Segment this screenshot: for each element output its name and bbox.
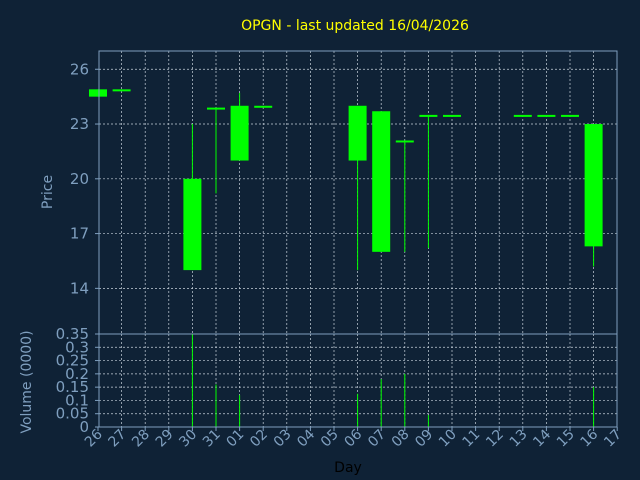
candle-30 xyxy=(183,124,202,271)
candle-09 xyxy=(419,114,438,249)
candle-body xyxy=(513,114,532,117)
candle-31 xyxy=(207,107,225,194)
candle-body xyxy=(207,107,225,110)
candle-15 xyxy=(561,114,579,117)
x-tick-label: 14 xyxy=(530,426,554,450)
price-tick-label: 26 xyxy=(70,60,89,78)
candle-body xyxy=(254,105,273,108)
price-panel: 14 17 20 23 26 xyxy=(70,50,618,427)
x-tick-label: 29 xyxy=(153,427,177,451)
volume-tick-label: 0.35 xyxy=(56,325,89,343)
candle-body xyxy=(395,140,414,143)
x-tick-label: 27 xyxy=(106,427,130,451)
x-tick-label: 05 xyxy=(318,427,342,451)
x-axis: 26 27 28 29 30 31 01 02 03 04 05 06 07 08 09 10 11 12 13 14… xyxy=(82,426,625,450)
x-tick-label: 30 xyxy=(176,427,200,451)
candle-06 xyxy=(348,105,367,271)
volume-panel: 00.050.10.150.20.250.30.35 xyxy=(56,325,618,436)
x-tick-label: 07 xyxy=(365,427,389,451)
x-axis-label: Day xyxy=(334,460,362,476)
x-tick-label: 09 xyxy=(412,427,436,451)
volume-tick-label: 0.2 xyxy=(65,365,89,383)
volume-tick-label: 0.15 xyxy=(56,378,89,396)
x-tick-label: 03 xyxy=(271,427,295,451)
x-tick-label: 06 xyxy=(342,426,366,450)
chart-title: OPGN - last updated 16/04/2026 xyxy=(241,18,469,34)
x-tick-label: 08 xyxy=(389,427,413,451)
candle-27 xyxy=(112,89,131,92)
x-tick-label: 01 xyxy=(224,427,248,451)
volume-tick-label: 0.1 xyxy=(65,391,89,409)
candle-14 xyxy=(537,114,556,117)
price-axis-label: Price xyxy=(40,175,56,209)
x-tick-label: 17 xyxy=(601,427,625,451)
x-tick-label: 10 xyxy=(436,427,460,451)
candle-07 xyxy=(372,111,391,252)
candle-10 xyxy=(443,114,461,117)
x-tick-label: 04 xyxy=(294,426,318,450)
candle-body xyxy=(230,105,249,161)
x-tick-label: 13 xyxy=(507,427,531,451)
volume-tick-label: 0.25 xyxy=(56,352,89,370)
candle-body xyxy=(561,114,579,117)
volume-tick-label: 0.05 xyxy=(56,405,89,423)
price-tick-label: 17 xyxy=(70,225,89,243)
candle-13 xyxy=(513,114,532,117)
x-tick-label: 12 xyxy=(483,427,507,451)
candle-body xyxy=(112,89,131,92)
x-tick-label: 11 xyxy=(460,427,484,451)
candle-02 xyxy=(254,105,273,108)
candle-26 xyxy=(89,89,107,97)
x-tick-label: 16 xyxy=(578,426,602,450)
candle-body xyxy=(89,89,107,97)
candle-body xyxy=(372,111,391,252)
candle-body xyxy=(537,114,556,117)
candle-body xyxy=(443,114,461,117)
candle-body xyxy=(419,114,438,117)
volume-axis-label: Volume (0000) xyxy=(19,330,35,433)
volume-tick-label: 0 xyxy=(79,418,89,436)
candle-body xyxy=(183,178,202,271)
candle-01 xyxy=(230,92,249,161)
price-tick-label: 14 xyxy=(70,279,89,297)
volume-tick-label: 0.3 xyxy=(65,338,89,356)
price-tick-label: 20 xyxy=(70,170,89,188)
candle-16 xyxy=(584,124,603,267)
price-tick-label: 23 xyxy=(70,115,89,133)
x-tick-label: 28 xyxy=(129,427,153,451)
candle-body xyxy=(348,105,367,161)
candle-08 xyxy=(395,140,414,252)
x-tick-label: 15 xyxy=(554,427,578,451)
x-tick-label: 02 xyxy=(247,427,271,451)
candle-body xyxy=(584,124,603,247)
x-tick-label: 31 xyxy=(200,427,224,451)
